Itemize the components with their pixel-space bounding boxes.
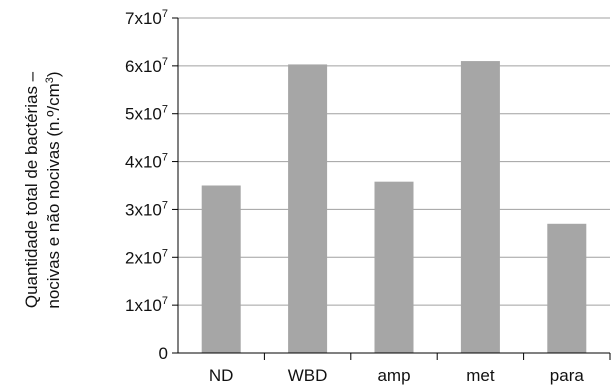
bar-amp [374,181,414,353]
y-axis-label-line2: nocivas e não nocivas (n.º/cm3) [44,71,63,308]
y-tick-label: 7x107 [125,8,168,28]
y-tick-labels: 0 1x107 2x107 3x107 4x107 5x107 6x107 7x107 [125,8,168,363]
x-tick-labels: ND WBD amp met para [209,366,584,385]
x-tick-label: met [466,366,495,385]
y-tick-label: 5x107 [125,104,168,124]
bar-wbd [288,64,328,354]
y-tick-label: 4x107 [125,152,168,172]
bar-para [547,223,587,353]
y-tick-label: 0 [159,344,168,363]
y-axis-label: Quantidade total de bactérias – nocivas … [22,71,63,308]
y-tick-label: 1x107 [125,295,168,315]
y-tick-label: 3x107 [125,199,168,219]
x-tick-label: amp [377,366,410,385]
y-tick-label: 2x107 [125,247,168,267]
bar-met [460,61,500,353]
bar-nd [201,185,241,353]
x-tick-label: para [550,366,585,385]
y-tick-label: 6x107 [125,56,168,76]
x-tick-label: WBD [288,366,328,385]
x-tick-label: ND [209,366,234,385]
y-axis-label-line1: Quantidade total de bactérias – [22,71,41,308]
bars [201,61,587,354]
axes [172,17,611,360]
